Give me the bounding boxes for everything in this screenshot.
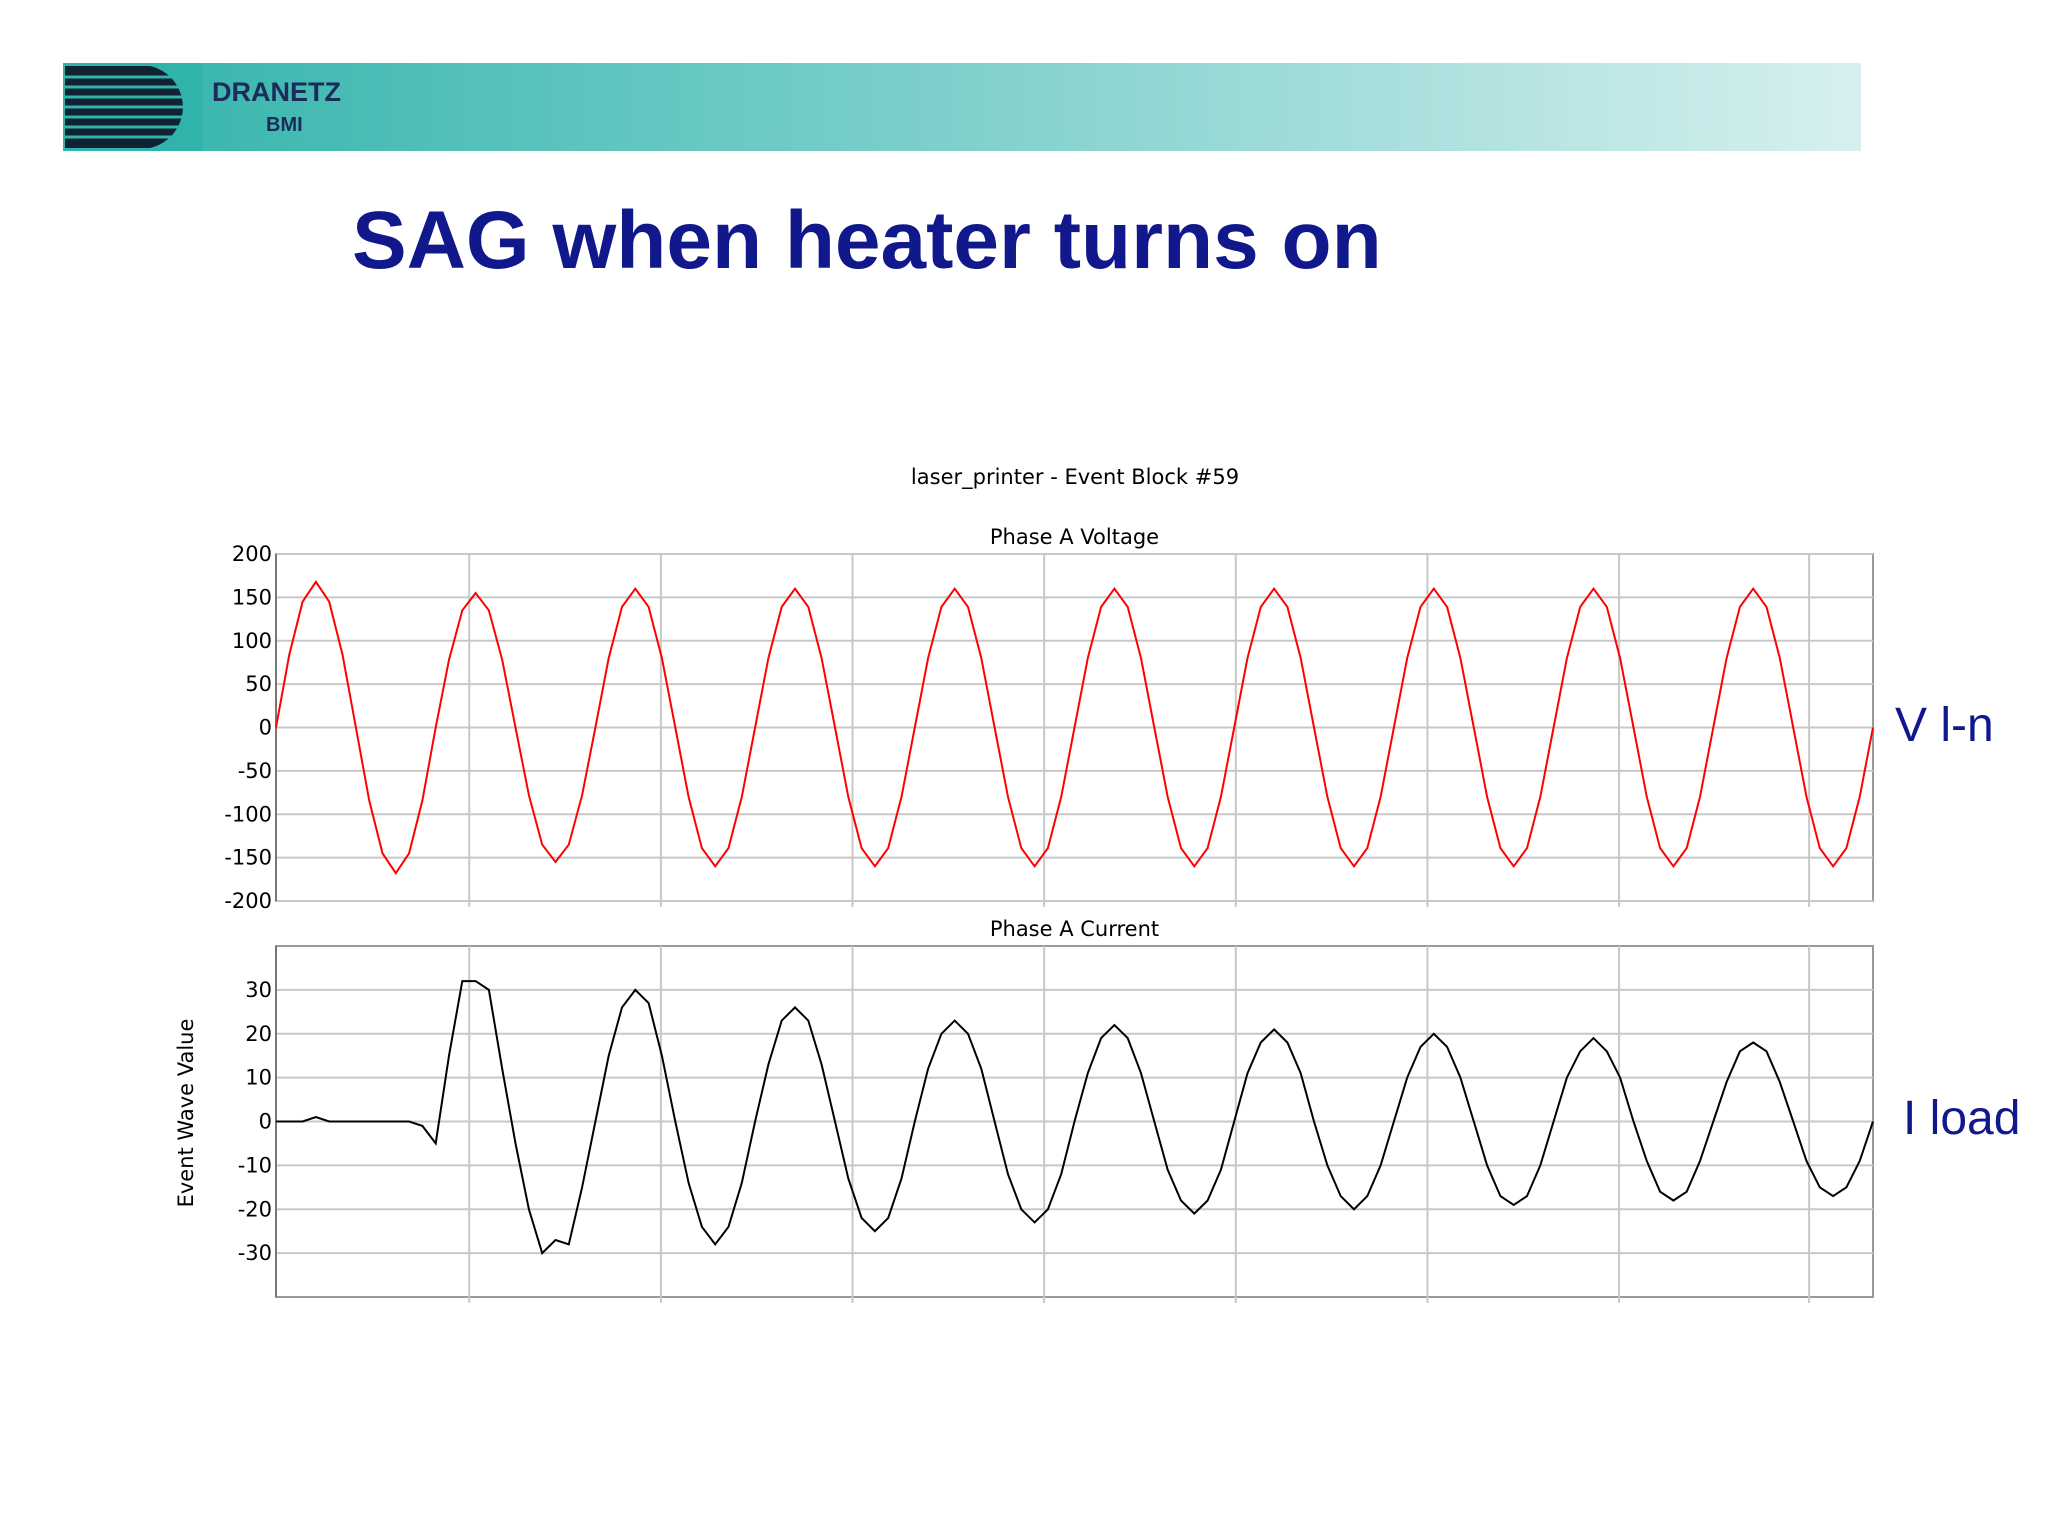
y-tick-label: -10 — [238, 1153, 272, 1177]
banner — [63, 63, 1861, 151]
y-tick-label: 20 — [245, 1022, 272, 1046]
y-axis-label: Event Wave Value — [174, 1019, 198, 1208]
y-tick-label: -100 — [224, 802, 272, 826]
logo-sub: BMI — [266, 114, 303, 136]
y-tick-label: 100 — [232, 629, 272, 653]
chart-title: Phase A Voltage — [990, 525, 1159, 549]
y-tick-label: 0 — [259, 1110, 272, 1134]
y-tick-label: 0 — [259, 716, 272, 740]
y-tick-label: 10 — [245, 1066, 272, 1090]
y-tick-label: -150 — [224, 846, 272, 870]
y-tick-label: 50 — [245, 672, 272, 696]
y-tick-label: -50 — [238, 759, 272, 783]
y-tick-label: -20 — [238, 1197, 272, 1221]
voltage-label: V l-n — [1895, 699, 1994, 752]
y-tick-label: 200 — [232, 542, 272, 566]
figure-title: laser_printer - Event Block #59 — [911, 465, 1239, 490]
y-tick-label: -200 — [224, 889, 272, 913]
current-label: I load — [1903, 1092, 2020, 1145]
y-tick-label: 30 — [245, 978, 272, 1002]
chart-title: Phase A Current — [990, 917, 1159, 941]
waveform — [275, 580, 1874, 875]
y-tick-label: 150 — [232, 585, 272, 609]
slide-title: SAG when heater turns on — [352, 195, 1382, 286]
logo-name: DRANETZ — [212, 77, 341, 107]
y-tick-label: -30 — [238, 1241, 272, 1265]
logo-mark — [63, 63, 203, 151]
waveform — [276, 980, 1874, 1255]
